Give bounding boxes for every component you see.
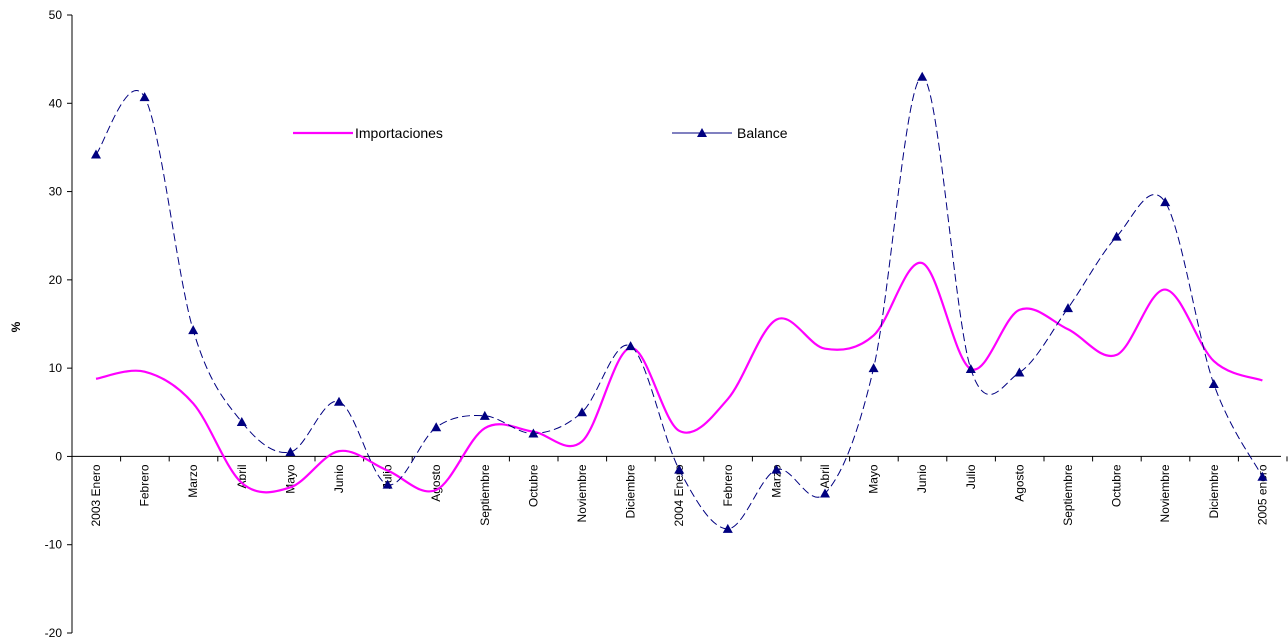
y-axis: -20 -10 0 10 20 30 40 50: [45, 8, 73, 640]
y-tick-label: 40: [49, 96, 63, 110]
legend: Importaciones Balance: [293, 125, 788, 141]
x-tick-label: Diciembre: [1207, 464, 1221, 518]
series-layer: [91, 71, 1268, 533]
data-point: [479, 410, 490, 420]
data-point: [625, 341, 636, 351]
x-tick-label: Febrero: [138, 464, 152, 506]
x-tick-label: Diciembre: [624, 464, 638, 518]
data-point: [674, 464, 685, 474]
legend-label-balance: Balance: [737, 125, 788, 141]
data-point: [285, 447, 296, 457]
data-point: [771, 464, 782, 474]
y-tick-label: 50: [49, 8, 63, 22]
y-tick-label: 10: [49, 361, 63, 375]
x-tick-label: 2003 Enero: [89, 464, 103, 526]
data-point: [91, 149, 101, 159]
x-tick-label: Octubre: [1110, 464, 1124, 507]
x-tick-label: Noviembre: [575, 464, 589, 522]
x-tick-label: Octubre: [526, 464, 540, 507]
x-tick-label: Julio: [964, 464, 978, 489]
legend-label-importaciones: Importaciones: [355, 125, 443, 141]
series-line-importaciones: [95, 261, 1263, 494]
data-point: [382, 479, 393, 489]
data-point: [1063, 303, 1073, 313]
series-balance: [91, 71, 1268, 533]
x-tick-label: Abril: [818, 464, 832, 488]
series-importaciones: [95, 261, 1263, 494]
x-tick-label: Junio: [332, 464, 346, 493]
data-point: [1208, 379, 1219, 389]
y-axis-label: %: [9, 321, 23, 332]
x-tick-label: Septiembre: [478, 464, 492, 526]
data-point: [1014, 367, 1025, 377]
data-point: [1160, 197, 1171, 207]
y-tick-label: 30: [49, 185, 63, 199]
data-point: [965, 364, 976, 374]
data-point: [1111, 231, 1122, 241]
x-tick-label: Febrero: [721, 464, 735, 506]
data-point: [236, 416, 247, 426]
legend-marker-balance: [697, 128, 707, 137]
y-tick-label: -20: [45, 626, 63, 640]
data-point: [431, 422, 442, 432]
y-tick-label: 0: [55, 449, 62, 463]
data-point: [334, 396, 344, 406]
data-point: [820, 488, 830, 498]
y-tick-label: -10: [45, 538, 63, 552]
series-line-balance: [95, 76, 1263, 530]
x-tick-label: Agosto: [429, 464, 443, 502]
x-tick-label: Mayo: [867, 464, 881, 494]
x-tick-label: Noviembre: [1158, 464, 1172, 522]
x-tick-label: Julio: [381, 464, 395, 489]
x-tick-label: Junio: [915, 464, 929, 493]
x-tick-label: Marzo: [186, 464, 200, 498]
x-tick-label: 2004 Enero: [672, 464, 686, 526]
data-point: [1257, 471, 1268, 481]
data-point: [139, 92, 150, 102]
x-tick-label: Abril: [235, 464, 249, 488]
data-point: [868, 363, 879, 373]
x-tick-label: Agosto: [1012, 464, 1026, 502]
x-tick-label: Septiembre: [1061, 464, 1075, 526]
data-point: [577, 407, 587, 417]
data-point: [188, 325, 199, 335]
y-tick-label: 20: [49, 273, 63, 287]
data-point: [917, 71, 928, 81]
data-point: [528, 428, 539, 438]
data-point: [722, 523, 733, 533]
